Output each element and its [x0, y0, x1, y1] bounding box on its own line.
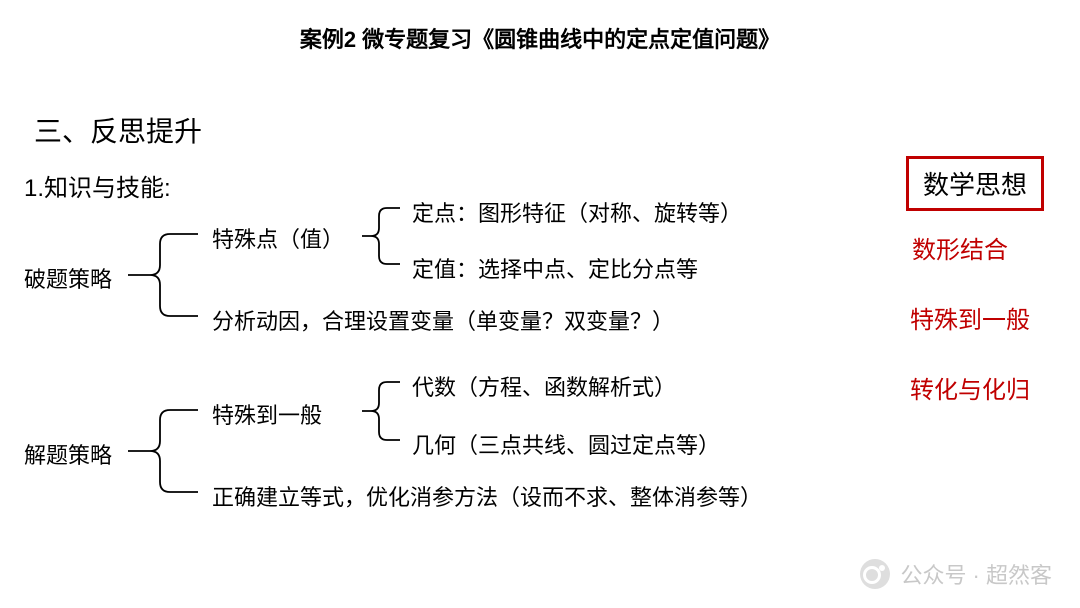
side-item-3: 转化与化归: [910, 370, 1030, 405]
tree-node-2b: 正确建立等式，优化消参方法（设而不求、整体消参等）: [212, 480, 762, 512]
section-heading: 三、反思提升: [34, 110, 202, 150]
watermark-text: 公众号 · 超然客: [900, 558, 1052, 590]
tree-node-1a2: 定值：选择中点、定比分点等: [412, 252, 698, 284]
tree-root-2: 解题策略: [24, 438, 112, 470]
page-title: 案例2 微专题复习《圆锥曲线中的定点定值问题》: [0, 0, 1080, 54]
sub-heading: 1.知识与技能:: [24, 168, 171, 203]
side-box-label: 数学思想: [906, 156, 1044, 211]
wechat-icon: [860, 559, 890, 589]
side-item-2: 特殊到一般: [910, 300, 1030, 335]
tree-node-1a: 特殊点（值）: [212, 222, 344, 254]
tree-root-1: 破题策略: [24, 262, 112, 294]
tree-node-2a: 特殊到一般: [212, 398, 322, 430]
watermark: 公众号 · 超然客: [860, 558, 1052, 590]
side-item-1: 数形结合: [912, 230, 1008, 265]
tree-node-1b: 分析动因，合理设置变量（单变量？双变量？）: [212, 304, 674, 336]
tree-node-2a2: 几何（三点共线、圆过定点等）: [412, 428, 720, 460]
tree-node-2a1: 代数（方程、函数解析式）: [412, 370, 676, 402]
tree-node-1a1: 定点：图形特征（对称、旋转等）: [412, 196, 742, 228]
